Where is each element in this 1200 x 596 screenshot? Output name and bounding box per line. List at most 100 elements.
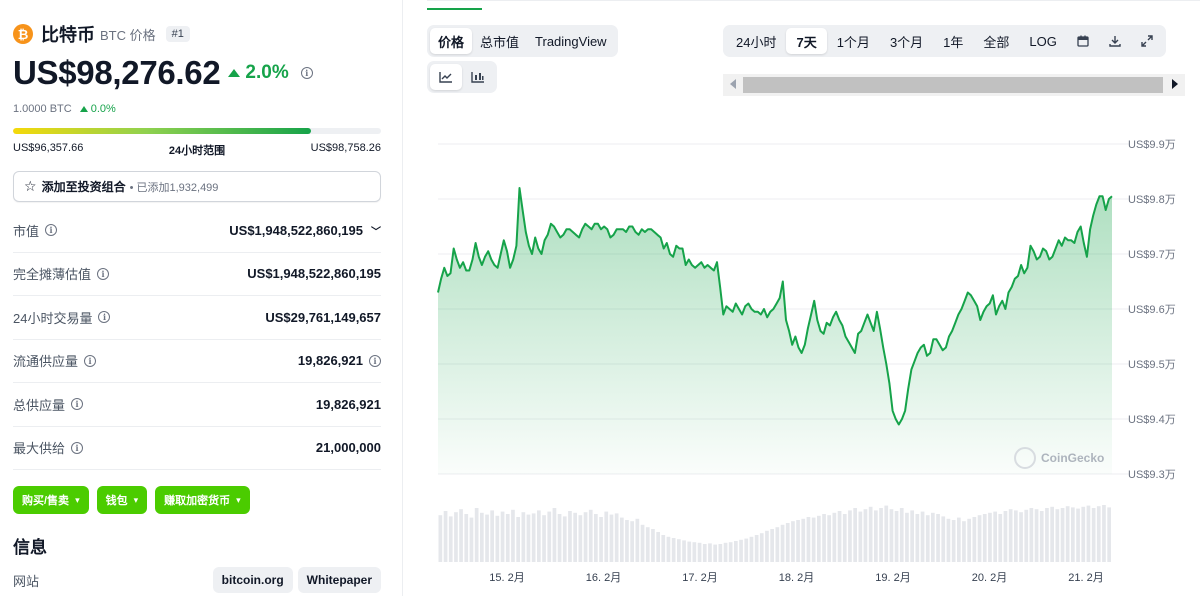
volume-bar xyxy=(1008,509,1013,562)
price-chart[interactable]: US$9.9万 US$9.8万 US$9.7万 US$9.6万 US$9.5万 US$9.… xyxy=(420,120,1200,590)
candlestick-chart-icon xyxy=(471,72,484,83)
volume-bar xyxy=(438,515,443,562)
range-high: US$98,758.26 xyxy=(310,142,381,154)
download-button[interactable] xyxy=(1099,28,1131,54)
volume-bar xyxy=(671,538,676,562)
volume-bar xyxy=(1055,509,1060,562)
info-section-title: 信息 xyxy=(13,538,47,557)
volume-bar xyxy=(951,520,956,562)
coin-header: ₿ 比特币 BTC 价格 #1 xyxy=(13,21,190,47)
range-label: 24小时范围 xyxy=(168,145,226,157)
price-area-fill xyxy=(438,188,1112,474)
volume-bar xyxy=(521,512,526,562)
log-scale-tab[interactable]: LOG xyxy=(1029,33,1057,49)
volume-bar xyxy=(552,508,557,562)
info-icon[interactable]: i xyxy=(45,224,58,237)
website-label: 网站 xyxy=(13,573,40,589)
scroll-right-arrow-icon[interactable] xyxy=(1172,79,1178,89)
volume-bar xyxy=(516,517,520,562)
info-icon[interactable]: i xyxy=(98,311,111,324)
stat-label: 总供应量 xyxy=(13,397,66,413)
volume-bar xyxy=(848,510,852,562)
website-link-bitcoin-org[interactable]: bitcoin.org xyxy=(212,567,293,593)
info-icon[interactable]: i xyxy=(97,267,110,280)
tab-market-cap[interactable]: 总市值 xyxy=(480,34,520,50)
volume-bar xyxy=(1034,509,1039,562)
chevron-down-icon: ﹀ xyxy=(371,226,381,238)
caret-up-icon xyxy=(228,69,241,77)
range-3m-tab[interactable]: 3个月 xyxy=(889,34,924,50)
tab-price[interactable]: 价格 xyxy=(430,28,473,54)
volume-bar xyxy=(801,518,806,562)
range-24h-tab[interactable]: 24小时 xyxy=(736,34,777,50)
volume-bar xyxy=(630,521,634,562)
info-icon[interactable]: i xyxy=(71,441,84,454)
volume-bar xyxy=(982,514,987,562)
volume-bar xyxy=(594,514,598,562)
line-chart-view-button[interactable] xyxy=(430,64,462,90)
btc-change-value: 0.0% xyxy=(90,103,116,115)
info-icon[interactable]: i xyxy=(71,398,84,411)
tab-tradingview[interactable]: TradingView xyxy=(535,33,607,49)
volume-bar xyxy=(775,527,780,562)
volume-bar xyxy=(754,535,759,562)
volume-bar xyxy=(884,505,889,562)
range-all-tab[interactable]: 全部 xyxy=(983,34,1010,50)
volume-bar xyxy=(1081,506,1086,562)
range-1y-tab[interactable]: 1年 xyxy=(943,34,964,50)
volume-bar xyxy=(806,517,811,562)
x-tick-label: 15. 2月 xyxy=(489,572,524,584)
volume-bar xyxy=(962,521,966,562)
wallet-button[interactable]: 钱包 ▾ xyxy=(96,486,148,514)
volume-bar xyxy=(495,515,500,562)
watermark-text: CoinGecko xyxy=(1041,451,1105,465)
volume-bar xyxy=(791,521,795,562)
buy-sell-button[interactable]: 购买/售卖 ▾ xyxy=(13,486,89,514)
volume-bar xyxy=(677,539,681,562)
candlestick-view-button[interactable] xyxy=(462,64,494,90)
volume-bar xyxy=(443,511,448,562)
volume-bar xyxy=(759,533,764,562)
chart-range-scrollbar[interactable] xyxy=(723,74,1185,96)
volume-bar xyxy=(713,544,717,562)
volume-bar xyxy=(899,508,904,562)
volume-bar xyxy=(500,511,505,562)
portfolio-added-count: • 已添加1,932,499 xyxy=(129,181,219,194)
volume-bar xyxy=(454,512,458,562)
volume-bar xyxy=(708,543,712,562)
y-axis-ticks: US$9.9万 US$9.8万 US$9.7万 US$9.6万 US$9.5万 US$9.… xyxy=(1128,139,1176,481)
calendar-button[interactable] xyxy=(1067,28,1099,54)
expand-icon xyxy=(1141,35,1153,47)
range-1m-tab[interactable]: 1个月 xyxy=(836,34,870,50)
x-tick-label: 18. 2月 xyxy=(779,572,814,584)
volume-bar xyxy=(946,518,951,562)
range-7d-tab[interactable]: 7天 xyxy=(786,28,827,54)
scroll-left-arrow-icon[interactable] xyxy=(730,79,736,89)
x-axis-ticks: 15. 2月 16. 2月 17. 2月 18. 2月 19. 2月 20. 2月 21. … xyxy=(489,572,1103,584)
info-icon[interactable]: i xyxy=(369,354,381,367)
range-24h-labels: US$96,357.66 24小时范围 US$98,758.26 xyxy=(13,142,381,158)
y-tick-label: US$9.3万 xyxy=(1128,469,1176,481)
coin-symbol-label: BTC 价格 xyxy=(100,27,156,43)
volume-bar xyxy=(863,509,868,562)
whitepaper-link[interactable]: Whitepaper xyxy=(297,567,381,593)
add-to-portfolio-button[interactable]: ☆ 添加至投资组合 • 已添加1,932,499 xyxy=(13,171,381,202)
chart-view-toggle xyxy=(427,61,497,93)
market-cap-dropdown[interactable]: US$1,948,522,860,195 ﹀ xyxy=(229,223,381,238)
fullscreen-button[interactable] xyxy=(1131,28,1163,54)
volume-bar xyxy=(614,513,619,562)
scrollbar-thumb[interactable] xyxy=(743,77,1163,93)
volume-bars xyxy=(438,505,1111,562)
x-tick-label: 20. 2月 xyxy=(972,572,1007,584)
current-price: US$98,276.62 xyxy=(13,54,221,91)
info-icon[interactable]: i xyxy=(300,67,313,79)
volume-bar xyxy=(702,544,707,562)
earn-crypto-button[interactable]: 赚取加密货币 ▾ xyxy=(155,486,250,514)
volume-bar xyxy=(537,510,541,562)
volume-bar xyxy=(547,511,552,562)
stat-row-fdv: 完全摊薄估值 i US$1,948,522,860,195 xyxy=(13,253,381,296)
volume-bar xyxy=(915,514,920,562)
info-icon[interactable]: i xyxy=(84,354,97,367)
volume-bar xyxy=(474,508,479,562)
stat-label: 市值 xyxy=(13,223,40,239)
